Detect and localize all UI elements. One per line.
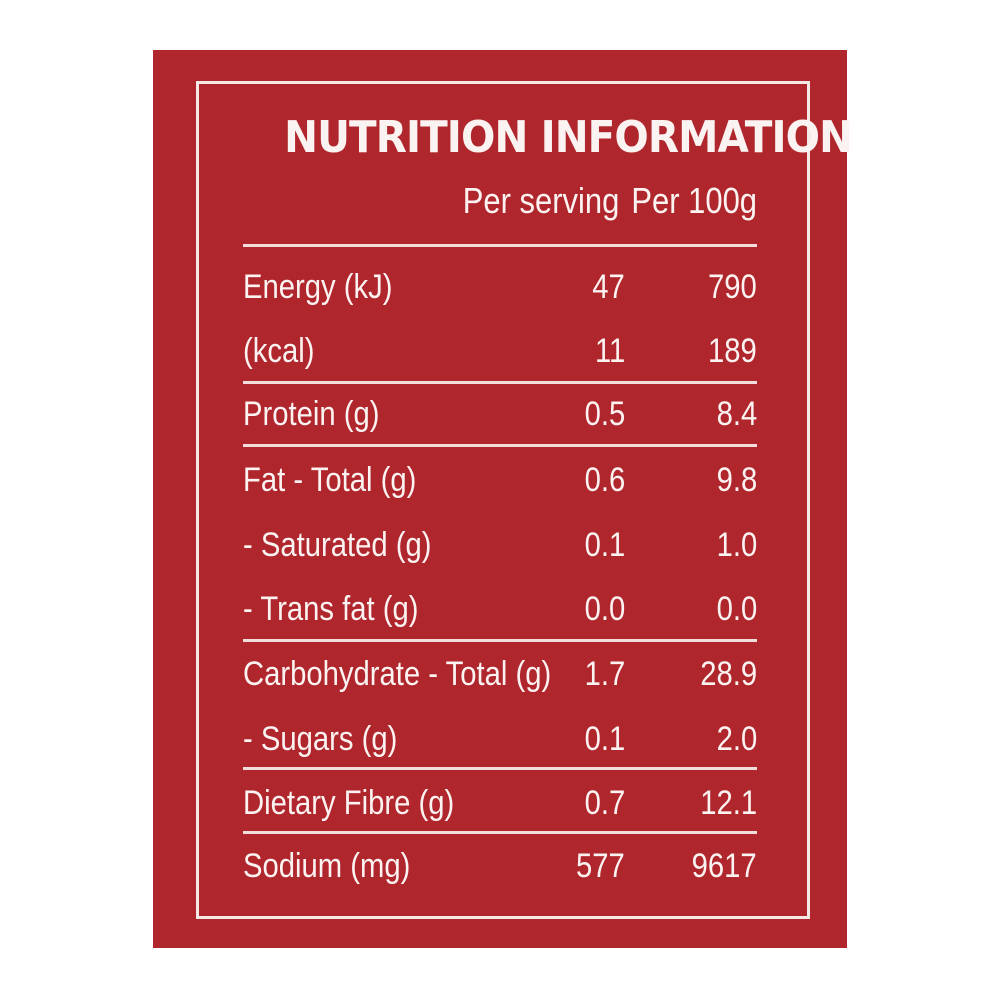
nutrient-name: Dietary Fibre (g): [243, 784, 455, 822]
table-row: - Trans fat (g) 0.0 0.0: [243, 584, 757, 634]
per-serving-value: 0.0: [584, 590, 625, 628]
per-serving-value: 0.5: [584, 395, 625, 433]
per-serving-value: 11: [594, 332, 625, 370]
divider: [243, 831, 757, 834]
nutrient-name: Carbohydrate - Total (g): [243, 655, 552, 693]
per-serving-value: 577: [576, 847, 625, 885]
nutrient-name: Fat - Total (g): [243, 461, 417, 499]
per-100g-value: 28.9: [700, 655, 757, 693]
per-serving-value: 0.1: [584, 526, 625, 564]
per-100g-value: 0.0: [716, 590, 757, 628]
label-border: [196, 81, 810, 919]
per-serving-value: 47: [592, 268, 625, 306]
per-serving-header: Per serving: [462, 180, 620, 221]
per-serving-value: 0.7: [584, 784, 625, 822]
per-100g-value: 9.8: [716, 461, 757, 499]
table-row: Energy (kJ) 47 790: [243, 262, 757, 312]
nutrient-name: Protein (g): [243, 395, 380, 433]
per-100g-value: 2.0: [716, 720, 757, 758]
table-row: Fat - Total (g) 0.6 9.8: [243, 455, 757, 505]
per-100g-value: 9617: [691, 847, 757, 885]
table-row: Carbohydrate - Total (g) 1.7 28.9: [243, 649, 757, 699]
divider: [243, 639, 757, 642]
nutrient-name: - Trans fat (g): [243, 590, 419, 628]
per-100g-value: 12.1: [700, 784, 757, 822]
divider: [243, 444, 757, 447]
nutrient-name: (kcal): [243, 332, 315, 370]
table-row: - Saturated (g) 0.1 1.0: [243, 520, 757, 570]
per-100g-value: 790: [708, 268, 757, 306]
per-serving-value: 1.7: [584, 655, 625, 693]
per-100g-value: 189: [708, 332, 757, 370]
table-row: Protein (g) 0.5 8.4: [243, 389, 757, 439]
table-row: Sodium (mg) 577 9617: [243, 841, 757, 891]
nutrition-label-panel: NUTRITION INFORMATION Per serving Per 100…: [153, 50, 853, 948]
table-row: - Sugars (g) 0.1 2.0: [243, 714, 757, 764]
divider-top: [243, 244, 757, 247]
nutrition-title: NUTRITION INFORMATION: [284, 112, 853, 163]
nutrient-name: - Sugars (g): [243, 720, 398, 758]
per-serving-value: 0.6: [584, 461, 625, 499]
table-row: Dietary Fibre (g) 0.7 12.1: [243, 778, 757, 828]
column-headers: Per serving Per 100g: [410, 180, 757, 222]
per-100g-value: 8.4: [716, 395, 757, 433]
per-100g-header: Per 100g: [631, 180, 757, 221]
nutrient-name: Energy (kJ): [243, 268, 393, 306]
nutrient-name: - Saturated (g): [243, 526, 432, 564]
nutrient-name: Sodium (mg): [243, 847, 411, 885]
divider: [243, 767, 757, 770]
per-100g-value: 1.0: [716, 526, 757, 564]
divider: [243, 381, 757, 384]
table-row: (kcal) 11 189: [243, 326, 757, 376]
per-serving-value: 0.1: [584, 720, 625, 758]
